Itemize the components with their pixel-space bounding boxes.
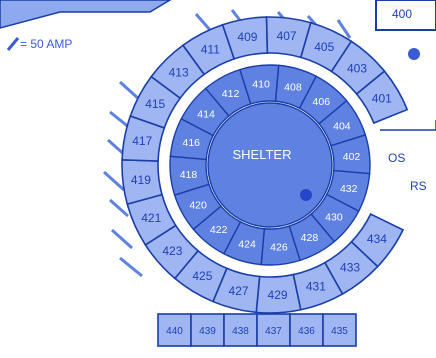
site-label: 403 — [347, 61, 367, 75]
site-label: 436 — [298, 326, 315, 337]
site-label: 406 — [313, 96, 331, 108]
site-label: 435 — [331, 326, 348, 337]
site-label: 437 — [265, 326, 282, 337]
road-edge — [380, 120, 436, 131]
site-435[interactable]: 435 — [322, 313, 357, 347]
site-label: 426 — [270, 242, 288, 254]
site-label: 405 — [314, 40, 334, 54]
site-414[interactable]: 414 — [180, 87, 230, 137]
site-403[interactable]: 403 — [330, 40, 386, 96]
site-label: 429 — [268, 288, 288, 302]
site-label: 439 — [199, 326, 216, 337]
site-label: 401 — [372, 92, 392, 106]
site-437[interactable]: 437 — [256, 313, 291, 347]
site-423[interactable]: 423 — [144, 224, 200, 280]
site-label: 407 — [277, 29, 297, 43]
side-label-os: OS — [388, 151, 405, 165]
site-438[interactable]: 438 — [223, 313, 258, 347]
site-label: 430 — [325, 211, 343, 223]
site-label: 419 — [131, 173, 151, 187]
site-label: 432 — [340, 183, 358, 195]
inner-ring: 424 422 420 418 416 414 412 410 408 406 404 402 432 4… — [169, 64, 371, 266]
marker-dot — [300, 189, 312, 201]
site-label: 433 — [340, 260, 360, 274]
side-label-rs: RS — [410, 179, 427, 193]
site-label: 424 — [238, 239, 256, 251]
site-label: 418 — [180, 169, 198, 181]
site-416[interactable]: 416 — [169, 117, 215, 161]
site-label: 412 — [222, 88, 240, 100]
loop-road — [159, 54, 381, 276]
outer-ring: 434 433 431 429 427 425 423 421 419 417 415 413 411 4… — [121, 16, 409, 314]
site-426[interactable]: 426 — [260, 225, 301, 266]
site-429[interactable]: 429 — [255, 273, 302, 314]
site-406[interactable]: 406 — [298, 75, 348, 125]
fifty-amp-icon — [6, 37, 20, 51]
site-412[interactable]: 412 — [204, 68, 252, 117]
site-label: 409 — [237, 30, 257, 44]
site-label: 422 — [210, 224, 228, 236]
site-label: 411 — [201, 43, 220, 57]
top-left-area — [0, 0, 172, 29]
site-label: 402 — [343, 151, 361, 163]
bottom-row: 440 439 438 437 436 435 — [157, 313, 357, 347]
site-401[interactable]: 401 — [355, 70, 409, 125]
site-439[interactable]: 439 — [190, 313, 225, 347]
corner-label: 400 — [392, 7, 412, 21]
legend-text: = 50 AMP — [20, 37, 72, 51]
shelter-label: SHELTER — [233, 147, 292, 162]
corner-box — [375, 0, 436, 31]
site-label: 410 — [252, 78, 270, 90]
site-436[interactable]: 436 — [289, 313, 324, 347]
site-label: 416 — [183, 137, 201, 149]
site-label: 408 — [284, 81, 302, 93]
site-label: 431 — [306, 280, 326, 294]
site-428[interactable]: 428 — [288, 213, 336, 262]
site-label: 438 — [232, 326, 249, 337]
site-label: 415 — [145, 97, 165, 111]
site-440[interactable]: 440 — [157, 313, 192, 347]
site-label: 420 — [189, 199, 207, 211]
site-label: 413 — [169, 66, 189, 80]
site-431[interactable]: 431 — [292, 261, 344, 311]
site-label: 434 — [367, 232, 387, 246]
site-label: 404 — [333, 121, 351, 133]
site-label: 417 — [132, 134, 152, 148]
site-label: 421 — [141, 211, 161, 225]
site-label: 425 — [192, 269, 212, 283]
shelter-circle — [207, 102, 333, 228]
shelter-area: SHELTER — [207, 102, 333, 228]
site-label: 414 — [197, 109, 215, 121]
site-label: 440 — [166, 326, 183, 337]
site-label: 427 — [229, 284, 249, 298]
site-label: 423 — [162, 244, 182, 258]
site-label: 428 — [301, 232, 319, 244]
marker-dot — [408, 48, 420, 60]
